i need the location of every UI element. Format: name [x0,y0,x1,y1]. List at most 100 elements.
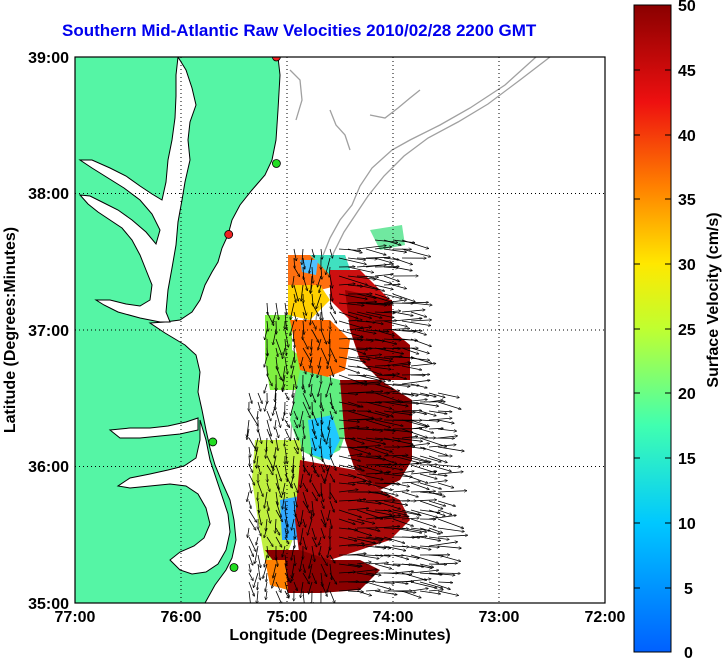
velocity-arrow [347,248,362,253]
velocity-arrow [392,571,414,574]
velocity-arrow [257,527,261,536]
velocity-arrow [285,500,286,510]
velocity-arrow [383,348,400,349]
velocity-arrow [356,338,373,341]
velocity-arrow [273,311,277,323]
velocity-arrow [302,518,306,527]
velocity-arrow [419,527,440,534]
velocity-arrow [266,590,267,600]
velocity-arrow [356,402,382,403]
velocity-arrow [318,338,322,350]
velocity-arrow [419,491,442,494]
velocity-arrow [419,410,436,416]
velocity-arrow [266,464,273,475]
velocity-arrow [338,401,360,407]
velocity-arrow [294,347,295,363]
colorbar-tick-label: 50 [678,0,696,15]
velocity-arrow [302,311,306,321]
velocity-arrow [392,257,413,265]
velocity-arrow [374,356,393,359]
velocity-arrow [374,455,397,464]
velocity-arrow [302,257,305,269]
velocity-arrow [356,437,386,444]
velocity-arrow [329,275,332,288]
velocity-arrow [248,590,251,603]
velocity-arrow [329,311,337,323]
velocity-arrow [374,302,390,305]
velocity-arrow [311,329,319,343]
velocity-arrow [392,293,415,302]
velocity-arrow [293,248,296,261]
velocity-arrow [437,428,457,431]
velocity-arrow [437,518,464,528]
velocity-arrow [437,464,461,467]
velocity-arrow [302,428,305,439]
velocity-arrow [248,473,255,485]
velocity-arrow [347,382,367,385]
velocity-arrow [383,473,412,477]
velocity-arrow [437,419,454,423]
velocity-arrow [374,582,394,583]
velocity-arrow [383,516,409,520]
velocity-arrow [311,284,313,293]
velocity-arrow [320,491,324,502]
x-tick-label: 75:00 [267,609,308,626]
velocity-arrow [383,401,408,406]
velocity-arrow [275,428,279,438]
velocity-arrow [338,563,360,567]
colorbar-tick-label: 20 [678,386,696,403]
colorbar-tick-label: 5 [684,581,693,598]
velocity-arrow [410,588,428,592]
velocity-arrow [311,437,316,451]
radar-station-marker [272,57,281,62]
velocity-arrow [374,284,393,289]
velocity-arrow [249,446,250,457]
velocity-arrow [374,555,390,556]
velocity-arrow [338,393,358,394]
velocity-arrow [347,536,376,543]
velocity-arrow [365,264,394,268]
velocity-arrow [320,329,327,344]
velocity-arrow [401,579,431,583]
velocity-arrow [320,464,325,473]
velocity-arrow [365,590,380,591]
velocity-arrow [248,518,256,530]
velocity-arrow [365,419,391,428]
velocity-arrow [302,437,304,451]
velocity-arrow [291,365,295,378]
x-axis-label: Longitude (Degrees:Minutes) [229,627,450,644]
velocity-arrow [410,554,439,563]
velocity-arrow [410,401,439,406]
velocity-arrow [293,509,300,527]
velocity-arrow [293,482,298,493]
velocity-arrow [311,536,317,547]
velocity-arrow [284,536,289,544]
velocity-arrow [248,545,254,557]
velocity-arrow [264,356,268,367]
velocity-arrow [293,491,297,507]
velocity-arrow [311,410,318,426]
velocity-arrow [374,239,398,242]
velocity-arrow [428,410,447,414]
y-axis-ticks: 39:00 38:00 37:00 36:00 35:00 [28,50,69,613]
velocity-arrow [329,248,333,258]
velocity-arrow [257,392,262,404]
velocity-arrow [374,312,395,313]
velocity-arrow [365,275,392,284]
y-axis-label: Latitude (Degrees:Minutes) [2,227,19,433]
velocity-arrow [347,508,369,511]
velocity-arrow [401,410,422,411]
velocity-arrow [428,445,456,448]
radar-station-marker [229,563,239,572]
velocity-arrow [301,509,304,524]
velocity-arrow [275,338,282,355]
velocity-arrow [273,329,277,345]
velocity-arrow [294,527,295,539]
velocity-arrow [392,410,415,413]
velocity-arrow [428,590,443,591]
velocity-arrow [293,311,297,321]
velocity-arrow [248,410,258,426]
velocity-arrow [257,482,263,497]
velocity-arrow [419,437,447,447]
velocity-arrow [356,293,376,298]
